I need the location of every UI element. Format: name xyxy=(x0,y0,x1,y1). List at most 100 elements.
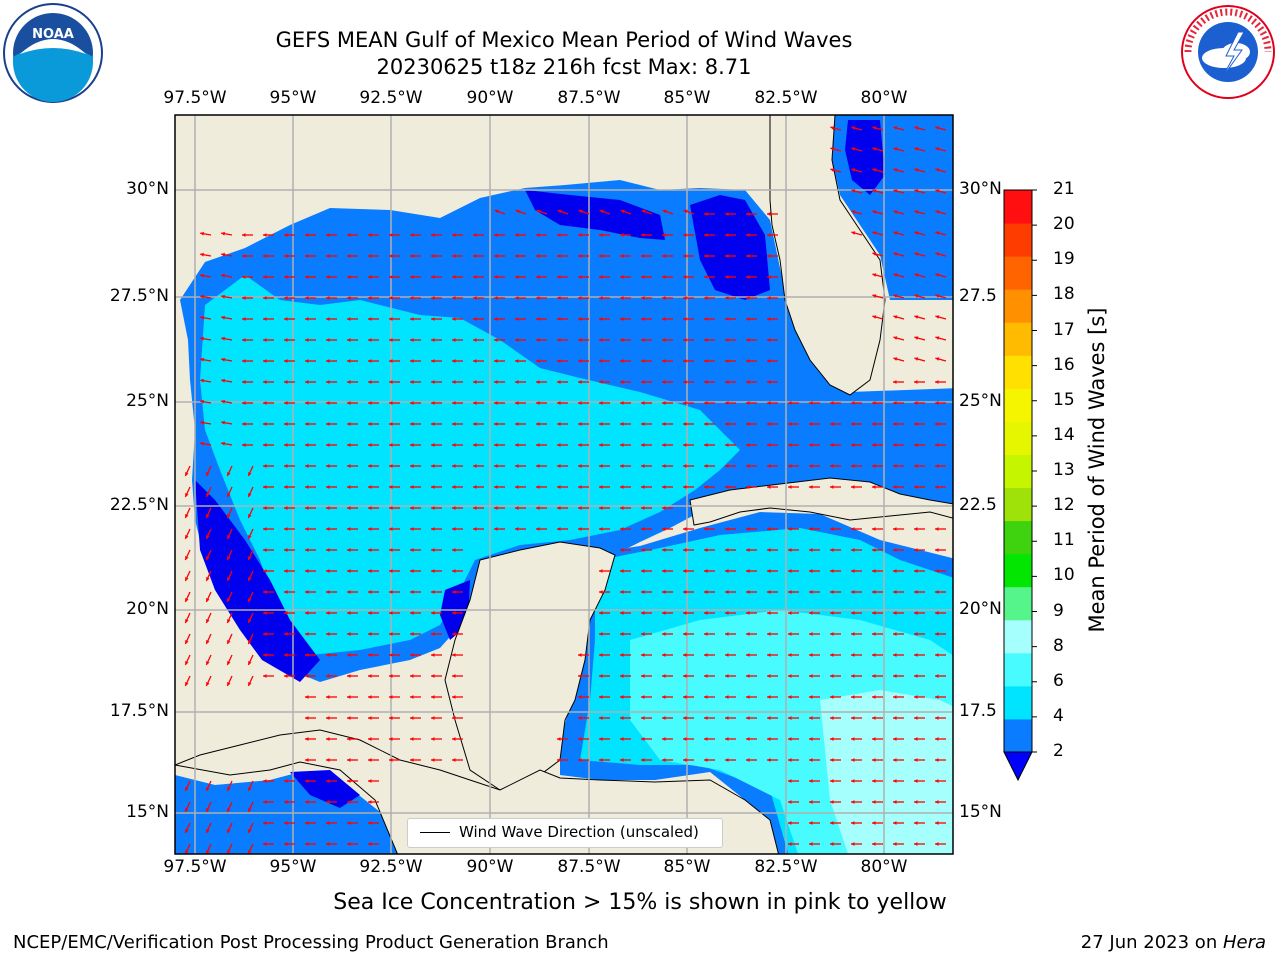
legend-label: Wind Wave Direction (unscaled) xyxy=(459,823,699,841)
wind-wave-arrowhead xyxy=(725,275,729,279)
wind-wave-arrowhead xyxy=(872,231,877,235)
wind-wave-arrowhead xyxy=(641,527,645,531)
wind-wave-arrowhead xyxy=(914,380,918,384)
wind-wave-arrowhead xyxy=(227,681,231,686)
wind-wave-arrowhead xyxy=(620,527,624,531)
wind-wave-arrowhead xyxy=(788,611,792,615)
wind-wave-arrowhead xyxy=(347,548,351,552)
wind-wave-arrowhead xyxy=(767,653,771,657)
wind-wave-arrowhead xyxy=(368,338,372,342)
wind-wave-arrowhead xyxy=(578,758,582,762)
wind-wave-arrowhead xyxy=(725,254,729,258)
wind-wave-arrowhead xyxy=(410,758,414,762)
wind-wave-arrowhead xyxy=(620,275,624,279)
wind-wave-arrowhead xyxy=(536,464,540,468)
wind-wave-arrowhead xyxy=(227,786,231,791)
colorbar-segment xyxy=(1004,520,1032,555)
wind-wave-arrowhead xyxy=(410,695,414,699)
wind-wave-arrowhead xyxy=(872,590,876,594)
wind-wave-arrowhead xyxy=(851,422,855,426)
wind-wave-arrowhead xyxy=(809,695,813,699)
colorbar-tick-label: 18 xyxy=(1053,284,1075,305)
colorbar-tick-label: 11 xyxy=(1053,530,1075,551)
wind-wave-arrowhead xyxy=(830,653,834,657)
wind-wave-arrowhead xyxy=(410,653,414,657)
wind-wave-arrowhead xyxy=(326,401,330,405)
wind-wave-arrowhead xyxy=(284,464,288,468)
colorbar-segment xyxy=(1004,289,1032,323)
lon-tick-label: 92.5°W xyxy=(359,88,423,108)
wind-wave-arrowhead xyxy=(851,210,856,214)
wind-wave-arrowhead xyxy=(515,422,519,426)
wind-wave-arrowhead xyxy=(914,590,918,594)
wind-wave-arrowhead xyxy=(599,716,603,720)
pacific-lt2 xyxy=(290,770,360,808)
wind-wave-arrowhead xyxy=(935,548,939,552)
wind-wave-arrowhead xyxy=(662,674,666,678)
wind-wave-arrowhead xyxy=(599,359,603,363)
wind-wave-arrowhead xyxy=(704,653,708,657)
wind-wave-arrowhead xyxy=(641,209,646,214)
wind-wave-arrowhead xyxy=(347,758,351,762)
wind-wave-arrowhead xyxy=(410,443,414,447)
wind-wave-arrowhead xyxy=(872,821,876,825)
wind-wave-arrowhead xyxy=(305,464,309,468)
wind-wave-arrowhead xyxy=(578,695,582,699)
wind-wave-arrowhead xyxy=(557,527,561,531)
wind-wave-arrowhead xyxy=(704,233,708,237)
wind-wave-arrowhead xyxy=(620,254,624,258)
wind-wave-arrowhead xyxy=(893,548,897,552)
wind-wave-arrowhead xyxy=(851,842,855,846)
wind-wave-arrowhead xyxy=(326,716,330,720)
wind-wave-arrowhead xyxy=(872,548,876,552)
wind-wave-arrowhead xyxy=(263,590,267,594)
wind-wave-arrowhead xyxy=(935,294,940,298)
wind-wave-arrowhead xyxy=(389,254,393,258)
wind-wave-arrowhead xyxy=(788,758,792,762)
wind-wave-arrowhead xyxy=(914,294,919,298)
wind-wave-arrowhead xyxy=(641,611,645,615)
wind-wave-arrowhead xyxy=(452,464,456,468)
colorbar-segment xyxy=(1004,619,1032,654)
wind-wave-arrowhead xyxy=(914,674,918,678)
wind-wave-arrowhead xyxy=(431,275,435,279)
wind-wave-arrowhead xyxy=(914,422,918,426)
wind-wave-arrowhead xyxy=(368,590,372,594)
wind-wave-arrowhead xyxy=(767,464,771,468)
wind-wave-arrowhead xyxy=(662,569,666,573)
wind-wave-arrowhead xyxy=(410,317,414,321)
wind-wave-arrowhead xyxy=(767,527,771,531)
wind-wave-arrowhead xyxy=(809,422,813,426)
wind-wave-arrowhead xyxy=(227,576,231,581)
lat-tick-label: 17.5 xyxy=(959,701,997,721)
wind-wave-arrowhead xyxy=(368,569,372,573)
wind-wave-arrowhead xyxy=(326,758,330,762)
sea-ice-note: Sea Ice Concentration > 15% is shown in … xyxy=(333,890,947,915)
wind-wave-arrowhead xyxy=(248,471,252,476)
wind-wave-arrowhead xyxy=(389,296,393,300)
wind-wave-arrowhead xyxy=(536,359,540,363)
wind-wave-arrowhead xyxy=(515,485,519,489)
wind-wave-arrowhead xyxy=(767,443,771,447)
wind-wave-arrowhead xyxy=(893,380,897,384)
wind-wave-arrowhead xyxy=(662,401,666,405)
colorbar-tick-label: 4 xyxy=(1053,705,1064,726)
wind-wave-arrowhead xyxy=(473,233,477,237)
wind-wave-arrowhead xyxy=(935,315,940,319)
wind-wave-arrowhead xyxy=(599,233,603,237)
wind-wave-arrowhead xyxy=(914,147,919,151)
wind-wave-arrowhead xyxy=(935,653,939,657)
wind-wave-arrowhead xyxy=(221,252,225,257)
wind-wave-arrowhead xyxy=(473,401,477,405)
wind-wave-arrowhead xyxy=(206,786,210,791)
wind-wave-arrowhead xyxy=(599,632,603,636)
wind-wave-arrowhead xyxy=(242,380,246,384)
wind-wave-arrowhead xyxy=(431,464,435,468)
wind-wave-arrowhead xyxy=(452,674,456,678)
wind-wave-arrowhead xyxy=(620,506,624,510)
wind-wave-arrowhead xyxy=(914,443,918,447)
wind-wave-arrowhead xyxy=(578,254,582,258)
wind-wave-arrowhead xyxy=(227,828,231,833)
colorbar-segment xyxy=(1004,454,1032,489)
wind-wave-arrowhead xyxy=(347,695,351,699)
